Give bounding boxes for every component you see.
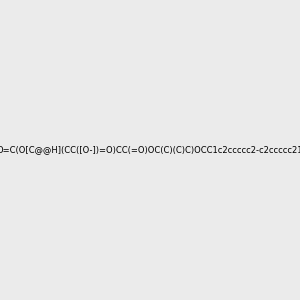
Text: O=C(O[C@@H](CC([O-])=O)CC(=O)OC(C)(C)C)OCC1c2ccccc2-c2ccccc21: O=C(O[C@@H](CC([O-])=O)CC(=O)OC(C)(C)C)O… [0,146,300,154]
